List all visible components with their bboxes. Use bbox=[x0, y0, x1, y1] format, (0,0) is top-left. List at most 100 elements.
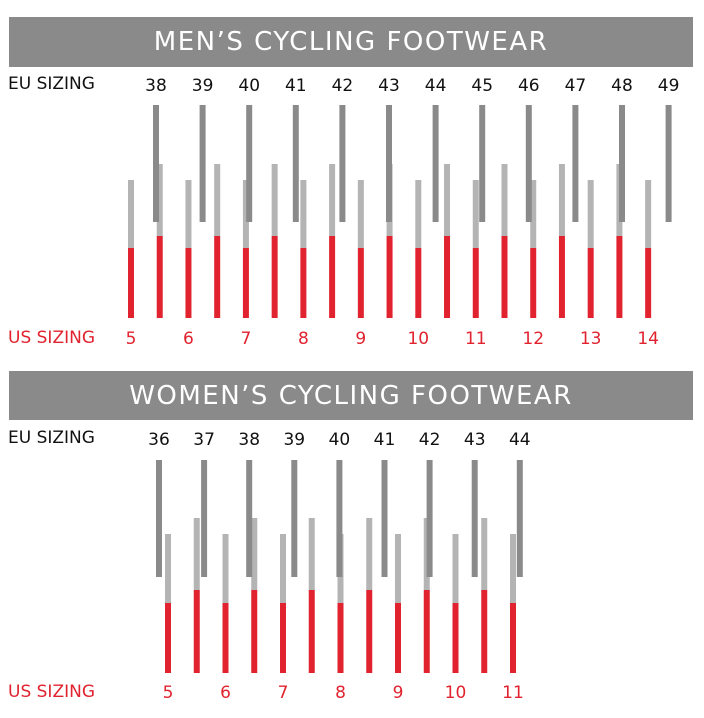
womens-eu-tick-38: 38 bbox=[238, 430, 260, 450]
mens-us-bar-upper-13 bbox=[587, 180, 594, 248]
womens-us-sizing-label: US SIZING bbox=[8, 682, 95, 702]
mens-us-bar-10-5 bbox=[444, 236, 451, 318]
mens-us-bar-upper-10-5 bbox=[444, 164, 451, 236]
mens-us-tick-12: 12 bbox=[522, 329, 544, 349]
mens-eu-bar-40 bbox=[246, 105, 253, 222]
womens-us-tick-5: 5 bbox=[163, 683, 174, 703]
womens-us-bar-8 bbox=[337, 603, 344, 673]
mens-us-bar-upper-8-5 bbox=[329, 164, 336, 236]
mens-eu-tick-39: 39 bbox=[192, 76, 214, 96]
mens-eu-bar-39 bbox=[199, 105, 206, 222]
womens-us-tick-7: 7 bbox=[278, 683, 289, 703]
mens-eu-tick-40: 40 bbox=[238, 76, 260, 96]
mens-eu-tick-44: 44 bbox=[425, 76, 447, 96]
womens-us-bar-5 bbox=[165, 603, 171, 673]
womens-us-tick-11: 11 bbox=[502, 683, 524, 703]
mens-eu-bar-45 bbox=[479, 105, 486, 222]
womens-eu-tick-39: 39 bbox=[283, 430, 305, 450]
womens-us-bar-upper-11 bbox=[510, 534, 516, 603]
womens-eu-sizing-label: EU SIZING bbox=[8, 428, 95, 448]
mens-title: MEN’S CYCLING FOOTWEAR bbox=[153, 27, 549, 57]
womens-us-bar-9-5 bbox=[423, 590, 430, 673]
mens-us-bar-8-5 bbox=[329, 236, 336, 318]
mens-us-tick-6: 6 bbox=[183, 329, 194, 349]
mens-us-bar-upper-6 bbox=[185, 180, 192, 248]
womens-us-bar-7 bbox=[280, 603, 286, 673]
womens-eu-tick-37: 37 bbox=[193, 430, 215, 450]
womens-eu-tick-40: 40 bbox=[329, 430, 351, 450]
womens-eu-bar-42 bbox=[426, 460, 433, 577]
mens-eu-bar-43 bbox=[386, 105, 392, 222]
womens-eu-bar-39 bbox=[291, 460, 298, 577]
womens-eu-bar-40 bbox=[336, 460, 343, 577]
mens-eu-bar-49 bbox=[665, 105, 672, 222]
mens-us-tick-7: 7 bbox=[241, 329, 252, 349]
womens-us-bar-11 bbox=[510, 603, 516, 673]
womens-us-bar-upper-7 bbox=[280, 534, 286, 603]
womens-us-bar-upper-6 bbox=[222, 534, 229, 603]
mens-us-bar-6 bbox=[185, 248, 192, 318]
womens-eu-tick-41: 41 bbox=[374, 430, 396, 450]
mens-title-banner: MEN’S CYCLING FOOTWEAR bbox=[9, 17, 693, 67]
mens-eu-bar-44 bbox=[432, 105, 439, 222]
womens-us-bar-upper-5 bbox=[165, 534, 171, 603]
womens-us-bar-upper-5-5 bbox=[193, 518, 200, 590]
womens-eu-bar-38 bbox=[246, 460, 253, 577]
mens-us-bar-11-5 bbox=[501, 236, 508, 318]
mens-eu-tick-38: 38 bbox=[145, 76, 167, 96]
womens-us-bar-10 bbox=[452, 603, 459, 673]
mens-eu-sizing-label: EU SIZING bbox=[8, 74, 95, 94]
womens-title: WOMEN’S CYCLING FOOTWEAR bbox=[129, 380, 573, 411]
mens-eu-bar-48 bbox=[619, 105, 625, 222]
mens-eu-tick-48: 48 bbox=[611, 76, 633, 96]
mens-eu-bar-42 bbox=[339, 105, 346, 222]
mens-us-bar-13-5 bbox=[616, 236, 623, 318]
womens-us-bar-7-5 bbox=[308, 590, 315, 673]
womens-eu-bar-36 bbox=[156, 460, 162, 577]
mens-eu-tick-45: 45 bbox=[471, 76, 493, 96]
mens-us-bar-9-5 bbox=[386, 236, 393, 318]
mens-us-bar-upper-11 bbox=[472, 180, 479, 248]
mens-eu-tick-49: 49 bbox=[658, 76, 680, 96]
mens-us-bar-11 bbox=[472, 248, 479, 318]
mens-us-bar-5-5 bbox=[156, 236, 163, 318]
womens-eu-bar-44 bbox=[516, 460, 523, 577]
mens-eu-bar-41 bbox=[292, 105, 299, 222]
womens-eu-bar-43 bbox=[471, 460, 478, 577]
womens-eu-tick-42: 42 bbox=[419, 430, 441, 450]
mens-us-bar-7-5 bbox=[271, 236, 278, 318]
womens-us-bar-9 bbox=[395, 603, 401, 673]
mens-us-bar-upper-5-5 bbox=[156, 164, 163, 236]
mens-us-tick-11: 11 bbox=[465, 329, 487, 349]
womens-us-bar-10-5 bbox=[481, 590, 488, 673]
mens-us-bar-upper-12 bbox=[530, 180, 537, 248]
mens-us-bar-upper-9 bbox=[357, 180, 364, 248]
mens-us-bar-7 bbox=[242, 248, 249, 318]
womens-us-bar-upper-6-5 bbox=[251, 518, 258, 590]
mens-us-bar-upper-12-5 bbox=[558, 164, 565, 236]
mens-us-bar-12 bbox=[530, 248, 537, 318]
mens-us-tick-9: 9 bbox=[355, 329, 366, 349]
mens-us-bar-5 bbox=[128, 248, 134, 318]
womens-us-tick-9: 9 bbox=[393, 683, 404, 703]
womens-us-tick-10: 10 bbox=[445, 683, 467, 703]
womens-us-bar-5-5 bbox=[193, 590, 200, 673]
mens-us-bar-9 bbox=[357, 248, 364, 318]
womens-us-bar-upper-10-5 bbox=[481, 518, 488, 590]
womens-us-tick-8: 8 bbox=[335, 683, 346, 703]
mens-eu-tick-46: 46 bbox=[518, 76, 540, 96]
mens-us-bar-upper-8 bbox=[300, 180, 307, 248]
mens-us-tick-10: 10 bbox=[407, 329, 429, 349]
mens-us-bar-12-5 bbox=[558, 236, 565, 318]
mens-us-bar-10 bbox=[415, 248, 422, 318]
womens-us-bar-8-5 bbox=[366, 590, 373, 673]
mens-us-bar-upper-7-5 bbox=[271, 164, 278, 236]
mens-eu-tick-43: 43 bbox=[378, 76, 400, 96]
womens-us-bar-upper-9 bbox=[395, 534, 401, 603]
womens-us-bar-6-5 bbox=[251, 590, 258, 673]
mens-size-chart: 5 6 7 8 9 10 11 12 13 14 38 39 40 41 42 43 44 45 46 47 48 49 bbox=[126, 76, 680, 349]
mens-us-bar-14 bbox=[645, 248, 652, 318]
womens-eu-tick-36: 36 bbox=[148, 430, 170, 450]
womens-us-bar-upper-7-5 bbox=[308, 518, 315, 590]
